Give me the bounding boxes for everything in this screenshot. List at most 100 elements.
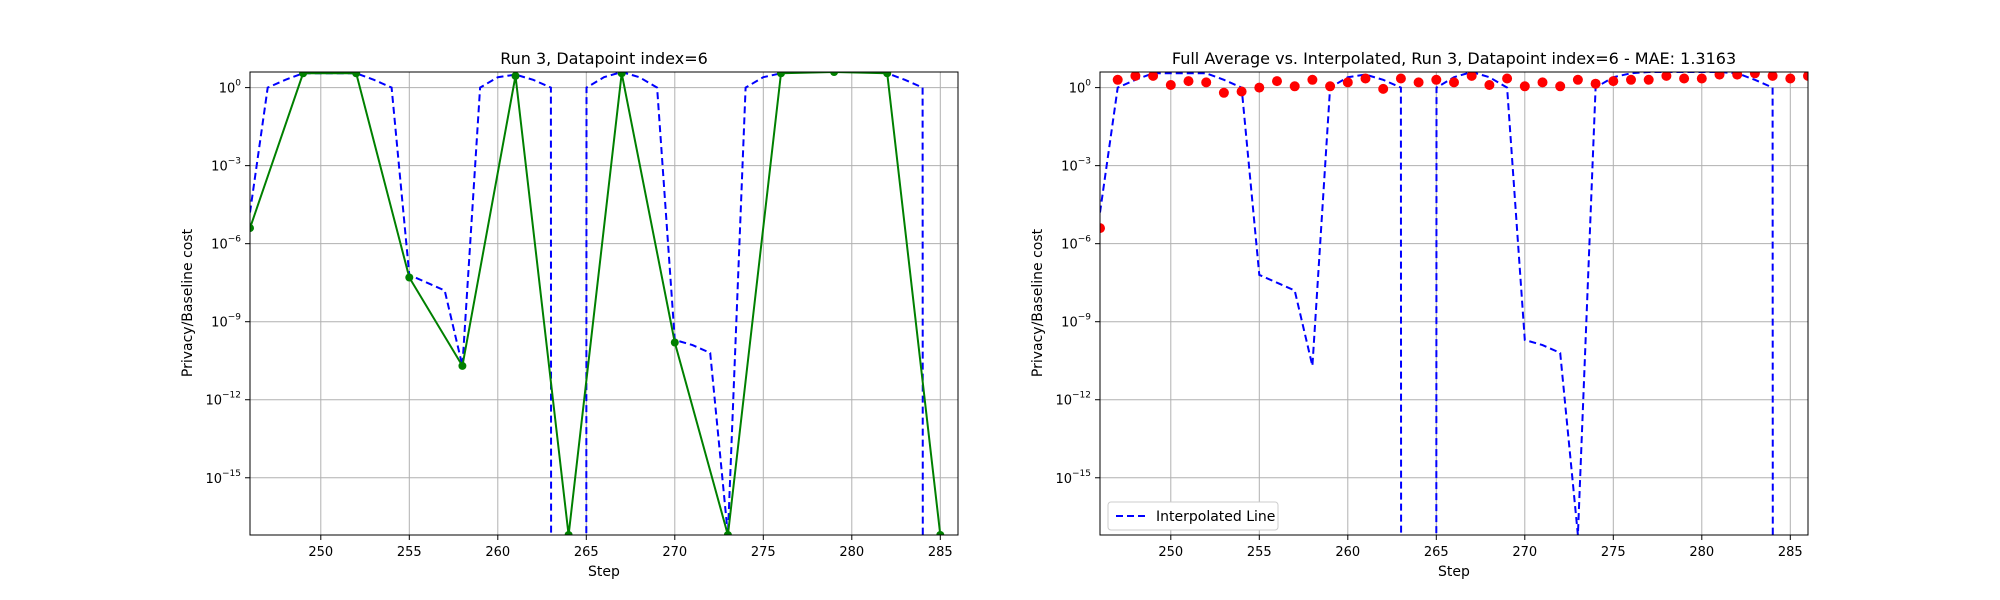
right-series-1-point (1661, 72, 1672, 81)
right-y-axis-label: Privacy/Baseline cost (1030, 228, 1046, 377)
left-y-tick-label: 10−12 (205, 391, 241, 409)
right-series-1-point (1289, 81, 1300, 92)
right-ticks: 250 255 260 265 270 275 280 285 100 10−3 10−6 10−9 1… (1055, 79, 1802, 560)
right-series-1-point (1183, 76, 1194, 87)
left-series-1-point (564, 531, 573, 535)
right-series-0-line (1100, 72, 1774, 535)
right-x-axis-label: Step (1438, 564, 1470, 580)
right-series-1-point (1484, 80, 1495, 90)
left-y-tick-label: 10−15 (205, 469, 241, 487)
right-x-tick-label: 260 (1335, 545, 1360, 560)
right-axes-frame (1099, 71, 1809, 536)
right-series-1-point (1201, 77, 1212, 88)
left-chart-title: Run 3, Datapoint index=6 (500, 49, 708, 68)
right-series-1-point (1626, 74, 1636, 85)
right-series-1-point (1378, 83, 1389, 94)
right-series-1-point (1714, 72, 1725, 80)
left-x-tick-label: 260 (485, 545, 510, 560)
right-series-1-point (1537, 77, 1548, 88)
right-series-1-point (1679, 73, 1690, 84)
right-series-1-point (1395, 73, 1406, 84)
right-series-1-point (1449, 77, 1459, 88)
left-y-tick-label: 10−3 (211, 157, 241, 175)
legend: Interpolated Line (1107, 501, 1279, 531)
left-axes-frame (249, 71, 959, 536)
right-y-tick-label: 10−3 (1061, 157, 1091, 175)
right-x-tick-label: 270 (1512, 545, 1537, 560)
left-series-1-point (883, 72, 892, 78)
left-chart-panel: Run 3, Datapoint index=6 250 255 260 265 270… (180, 49, 959, 580)
left-series-1-point (405, 273, 414, 282)
left-x-tick-label: 255 (397, 545, 422, 560)
right-series-1-point (1325, 81, 1336, 92)
right-series-1-point (1307, 74, 1318, 85)
left-grid (250, 72, 958, 535)
right-series-1-point (1572, 74, 1583, 85)
right-grid (1100, 72, 1808, 535)
left-ticks: 250 255 260 265 270 275 280 285 100 10−3 10−6 10−9 1… (205, 79, 952, 560)
left-series-1-point (250, 224, 254, 233)
right-y-tick-label: 10−6 (1061, 235, 1091, 253)
right-chart-panel: Full Average vs. Interpolated, Run 3, Da… (1030, 49, 1809, 580)
right-plot-area (1100, 72, 1808, 535)
left-series-1-point (352, 72, 361, 78)
right-series-1-point (1732, 72, 1743, 80)
right-series-1-point (1519, 81, 1530, 92)
legend-label-interpolated: Interpolated Line (1156, 509, 1275, 525)
left-x-tick-label: 270 (662, 545, 687, 560)
left-x-tick-label: 250 (308, 545, 333, 560)
left-x-tick-label: 280 (839, 545, 864, 560)
right-y-tick-label: 10−12 (1055, 391, 1091, 409)
right-series-1-point (1785, 73, 1796, 84)
left-y-tick-label: 10−6 (211, 235, 241, 253)
left-series-1-point (936, 531, 945, 535)
right-series-1-point (1148, 72, 1159, 81)
right-series-1-point (1555, 81, 1566, 92)
left-series-1-point (670, 338, 679, 347)
left-series-1-point (723, 531, 732, 535)
right-y-tick-label: 100 (1069, 79, 1092, 97)
right-x-tick-label: 275 (1601, 545, 1626, 560)
left-series-1-point (299, 72, 308, 78)
right-series-1-point (1254, 82, 1265, 93)
right-y-tick-label: 10−15 (1055, 469, 1091, 487)
right-series-1-point (1272, 76, 1282, 87)
right-y-tick-label: 10−9 (1061, 313, 1091, 331)
left-series-0-line (250, 72, 924, 535)
left-series-1-point (458, 361, 467, 370)
right-series-1-point (1767, 72, 1778, 81)
right-series-1-point (1165, 80, 1176, 90)
right-chart-title: Full Average vs. Interpolated, Run 3, Da… (1172, 49, 1736, 68)
right-x-tick-label: 265 (1424, 545, 1449, 560)
left-x-tick-label: 275 (751, 545, 776, 560)
left-x-tick-label: 265 (574, 545, 599, 560)
right-series-1-point (1130, 72, 1141, 81)
left-y-axis-label: Privacy/Baseline cost (180, 228, 196, 377)
right-series-1-point (1413, 77, 1424, 88)
left-series-1-point (830, 72, 839, 76)
left-y-tick-label: 10−9 (211, 313, 241, 331)
left-series-1-point (777, 72, 785, 78)
right-series-1-point (1360, 73, 1371, 84)
right-series-1-point (1590, 78, 1601, 89)
right-series-1-point (1803, 72, 1808, 81)
left-x-axis-label: Step (588, 564, 620, 580)
right-x-tick-label: 280 (1689, 545, 1714, 560)
right-series-1-point (1112, 74, 1123, 85)
left-y-tick-label: 100 (219, 79, 242, 97)
right-series-1-point (1100, 223, 1105, 234)
right-series-1-point (1608, 76, 1619, 87)
right-x-tick-label: 285 (1778, 545, 1803, 560)
right-series-1-point (1749, 72, 1760, 79)
right-series-1-point (1236, 86, 1247, 97)
right-x-tick-label: 255 (1247, 545, 1272, 560)
right-series-1-point (1502, 73, 1513, 84)
right-series-1-point (1466, 72, 1477, 81)
right-series-1-point (1218, 87, 1229, 98)
left-plot-area (250, 72, 945, 535)
left-x-tick-label: 285 (928, 545, 953, 560)
right-x-tick-label: 250 (1158, 545, 1183, 560)
left-series-1-point (511, 72, 520, 80)
right-series-1-point (1342, 77, 1353, 88)
